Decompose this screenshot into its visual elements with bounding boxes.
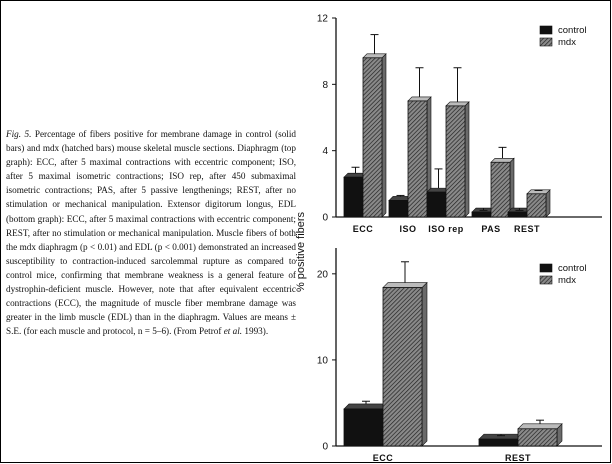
legend-label-mdx: mdx bbox=[558, 275, 576, 286]
bar-mdx-iso bbox=[407, 100, 428, 218]
y-tick-label: 10 bbox=[317, 355, 329, 366]
legend-label-mdx: mdx bbox=[558, 37, 576, 48]
legend-label-control: control bbox=[558, 25, 587, 36]
y-tick-label: 20 bbox=[317, 269, 329, 280]
bar-top bbox=[343, 403, 389, 410]
bar-control-iso-rep bbox=[426, 191, 447, 218]
figure-label: Fig. 5. bbox=[6, 129, 32, 139]
caption-text-end: 1993). bbox=[242, 326, 269, 337]
figure-caption: Fig. 5. Percentage of fibers positive fo… bbox=[6, 127, 296, 338]
y-axis-label: % positive fibers bbox=[295, 211, 307, 292]
x-tick-label: REST bbox=[514, 224, 540, 234]
bar-control-iso bbox=[388, 200, 409, 218]
x-tick-label: REST bbox=[505, 453, 531, 463]
caption-et-al: et al. bbox=[223, 326, 243, 337]
bar-top bbox=[382, 282, 428, 288]
x-tick-label: ISO bbox=[399, 224, 416, 234]
x-tick-label: ISO rep bbox=[428, 224, 464, 234]
y-tick-label: 8 bbox=[322, 80, 328, 91]
y-tick-label: 4 bbox=[322, 146, 328, 157]
bar-side bbox=[381, 53, 387, 218]
x-tick-label: ECC bbox=[353, 224, 374, 234]
bar-control-rest bbox=[507, 211, 528, 218]
x-tick-label: PAS bbox=[481, 224, 500, 234]
bar-side bbox=[464, 101, 470, 218]
bar-mdx-ecc bbox=[382, 287, 423, 447]
legend-swatch-control bbox=[539, 263, 553, 273]
bar-mdx-pas bbox=[490, 161, 511, 218]
bar-top bbox=[362, 53, 387, 59]
bar-mdx-rest bbox=[526, 193, 547, 218]
bar-top bbox=[517, 423, 563, 430]
bar-top bbox=[407, 96, 432, 102]
y-tick-label: 0 bbox=[322, 213, 328, 224]
caption-text: Percentage of fibers positive for membra… bbox=[6, 129, 296, 337]
bar-side bbox=[545, 189, 551, 218]
legend-swatch-control bbox=[539, 25, 553, 35]
legend-label-control: control bbox=[558, 263, 587, 274]
legend-swatch-mdx bbox=[539, 37, 553, 47]
bar-control-ecc bbox=[343, 176, 364, 218]
bar-mdx-rest bbox=[517, 428, 558, 447]
y-tick-label: 12 bbox=[317, 14, 329, 25]
bar-side bbox=[421, 281, 428, 447]
bar-control-ecc bbox=[343, 408, 384, 447]
legend-swatch-mdx bbox=[539, 275, 553, 285]
y-tick-label: 0 bbox=[322, 442, 328, 453]
bar-mdx-ecc bbox=[362, 57, 383, 218]
x-tick-label: ECC bbox=[373, 453, 394, 463]
bar-control-rest bbox=[478, 438, 519, 447]
bar-control-pas bbox=[471, 211, 492, 218]
bar-top bbox=[490, 157, 515, 163]
bar-top bbox=[445, 101, 470, 107]
bar-mdx-iso-rep bbox=[445, 105, 466, 218]
